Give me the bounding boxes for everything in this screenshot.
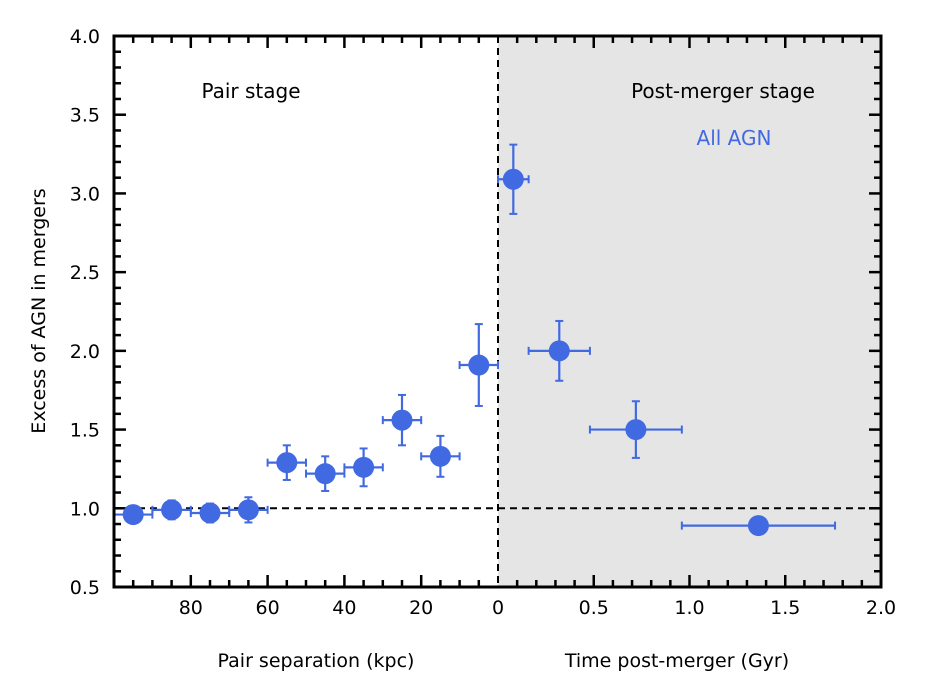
y-tick-label: 1.5: [70, 420, 100, 442]
data-marker: [199, 502, 221, 524]
plot-frame: [112, 34, 883, 589]
post-merger-shade: [498, 36, 881, 587]
y-tick-label: 1.0: [70, 498, 100, 520]
data-point-pair: [189, 502, 231, 524]
data-marker: [353, 456, 375, 478]
data-marker: [548, 340, 570, 362]
x-tick-label-post-merger: 0.5: [579, 597, 609, 619]
data-marker: [625, 419, 647, 441]
data-marker: [391, 409, 413, 431]
data-point-pair: [381, 393, 423, 447]
data-point-post-merger: [527, 319, 591, 382]
data-point-pair: [305, 455, 346, 492]
x-tick-label-pair: 20: [409, 597, 433, 619]
data-marker: [237, 499, 259, 521]
y-tick-labels: 0.5 1.0 1.5 2.0 2.5 3.0 3.5 4.0: [70, 26, 100, 599]
data-marker: [314, 463, 336, 485]
x-axis-title-pair: Pair separation (kpc): [218, 650, 415, 672]
y-tick-label: 0.5: [70, 577, 100, 599]
x-tick-label-pair: 60: [256, 597, 280, 619]
series-label-all-agn: All AGN: [697, 126, 772, 150]
y-axis-title: Excess of AGN in mergers: [28, 188, 50, 433]
x-tick-label-post-merger: 2.0: [866, 597, 896, 619]
x-axis-title-post-merger: Time post-merger (Gyr): [564, 650, 789, 672]
y-tick-label: 2.0: [70, 341, 100, 363]
data-point-pair: [151, 499, 192, 521]
data-point-post-merger: [497, 143, 530, 215]
post-merger-stage-label: Post-merger stage: [631, 79, 815, 103]
y-tick-label: 2.5: [70, 262, 100, 284]
x-tick-label-pair: 0: [492, 597, 504, 619]
y-tick-label: 3.5: [70, 105, 100, 127]
y-tick-label: 3.0: [70, 183, 100, 205]
x-tick-label-pair: 40: [332, 597, 356, 619]
x-tick-label-pair: 80: [179, 597, 203, 619]
x-tick-labels: 80 60 40 20 0 0.5 1.0 1.5 2.0: [179, 597, 896, 619]
data-point-pair: [228, 496, 269, 524]
data-point-post-merger: [588, 400, 683, 459]
data-point-pair: [458, 323, 499, 407]
data-marker: [747, 515, 769, 537]
data-point-pair: [343, 447, 384, 488]
data-marker: [502, 168, 524, 190]
data-marker: [276, 452, 298, 474]
data-point-pair: [266, 444, 307, 481]
data-marker: [122, 504, 144, 526]
data-points: [113, 143, 837, 537]
pair-stage-label: Pair stage: [201, 79, 300, 103]
data-marker: [468, 354, 490, 376]
data-marker: [161, 499, 183, 521]
x-tick-label-post-merger: 1.5: [770, 597, 800, 619]
y-tick-label: 4.0: [70, 26, 100, 48]
data-marker: [429, 445, 451, 467]
data-point-pair: [420, 434, 461, 478]
x-tick-label-post-merger: 1.0: [674, 597, 704, 619]
data-point-post-merger: [680, 515, 837, 537]
